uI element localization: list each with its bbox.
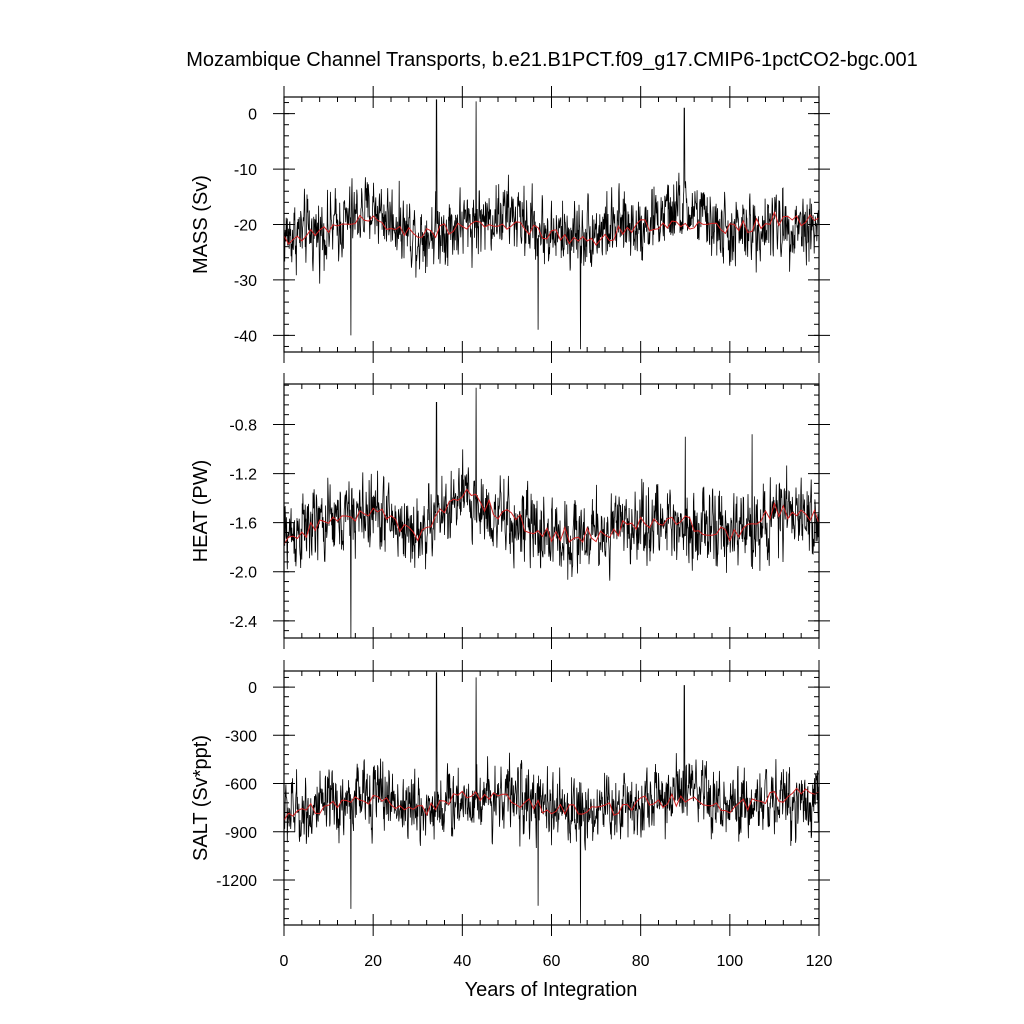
panel-3-monthly-line (284, 672, 819, 924)
y-tick-label: -600 (225, 777, 257, 794)
y-tick-label: -40 (234, 328, 257, 345)
x-tick-label: 60 (543, 953, 561, 970)
x-tick-label: 20 (364, 953, 382, 970)
x-tick-label: 0 (280, 953, 289, 970)
panels-group: 0 -10 -20 -30 -40 MASS (Sv) -0.8 -1.2 -1.6 -2.0 -2… (190, 86, 832, 970)
panel-1-y-axis-label: MASS (Sv) (190, 175, 212, 274)
panel-1: 0 -10 -20 -30 -40 MASS (Sv) (190, 86, 830, 363)
chart-title: Mozambique Channel Transports, b.e21.B1P… (186, 49, 918, 71)
y-tick-label: -20 (234, 218, 257, 235)
panel-2-monthly-line (284, 387, 819, 638)
y-tick-label: 0 (248, 680, 257, 697)
panel-2-annual-line (284, 488, 819, 545)
x-tick-label: 100 (716, 953, 743, 970)
x-tick-label: 80 (632, 953, 650, 970)
y-tick-label: -1.2 (229, 467, 257, 484)
panel-3-y-axis-label: SALT (Sv*ppt) (190, 735, 212, 861)
y-tick-label: 0 (248, 107, 257, 124)
y-tick-label: -300 (225, 728, 257, 745)
y-tick-label: -2.0 (229, 565, 257, 582)
panel-1-monthly-line (284, 99, 819, 350)
y-tick-label: -1.6 (229, 516, 257, 533)
panel-3-annual-line (284, 787, 819, 821)
y-tick-label: -0.8 (229, 417, 257, 434)
x-tick-label: 120 (806, 953, 833, 970)
y-tick-label: -30 (234, 273, 257, 290)
x-tick-label: 40 (453, 953, 471, 970)
panel-2-y-axis-label: HEAT (PW) (190, 460, 212, 563)
panel-2: -0.8 -1.2 -1.6 -2.0 -2.4 HEAT (PW) (190, 373, 830, 649)
y-tick-label: -2.4 (229, 614, 257, 631)
x-axis-label: Years of Integration (465, 979, 638, 1001)
panel-3-frame (283, 670, 820, 926)
panel-1-annual-line (284, 210, 819, 246)
y-tick-label: -10 (234, 162, 257, 179)
y-tick-label: -900 (225, 825, 257, 842)
y-tick-label: -1200 (216, 873, 257, 890)
